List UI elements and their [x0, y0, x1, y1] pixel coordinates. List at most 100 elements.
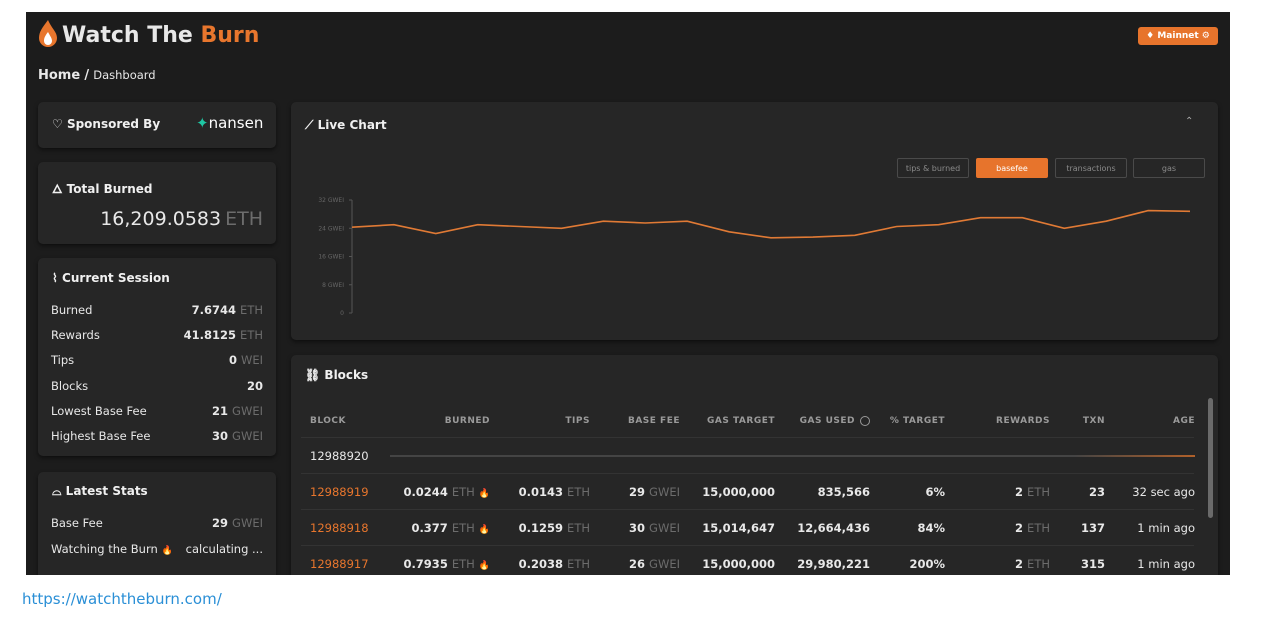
row-separator	[301, 545, 1194, 546]
live-chart-title: ⟋ Live Chart	[305, 118, 387, 132]
breadcrumb-current: Dashboard	[93, 68, 156, 82]
cell-value: 15,014,647	[702, 521, 775, 535]
table-cell: 2 ETH	[945, 484, 1050, 500]
stat-unit: WEI	[240, 353, 263, 368]
column-header: GAS TARGET	[707, 416, 775, 426]
total-burned-title-text: Total Burned	[66, 182, 153, 196]
chart-tab[interactable]: transactions	[1055, 158, 1127, 178]
brand: Watch The Burn	[62, 23, 259, 48]
stat-number: 29	[212, 516, 229, 530]
y-tick-label: 32 GWEI	[318, 197, 344, 204]
cell-value: 137	[1080, 521, 1105, 535]
stat-value: 7.6744 ETH	[192, 302, 263, 318]
cell-value: 2	[1015, 557, 1024, 571]
row-separator	[301, 473, 1194, 474]
table-cell: 30 GWEI	[590, 520, 680, 536]
collapse-button[interactable]: ⌃	[1185, 116, 1194, 127]
table-cell: 1 min ago	[1105, 520, 1195, 536]
latest-stats-title-text: Latest Stats	[65, 484, 148, 498]
stat-label: Burned	[51, 303, 93, 317]
cell-value: 29,980,221	[797, 557, 870, 571]
cell-value: 1 min ago	[1137, 557, 1195, 571]
cell-value[interactable]: 12988918	[310, 521, 369, 535]
cell-unit: ETH	[451, 485, 475, 499]
stat-number: 20	[246, 378, 263, 393]
table-cell: 200%	[870, 556, 945, 572]
stat-row: Lowest Base Fee 21 GWEI	[51, 403, 263, 419]
cell-unit: GWEI	[649, 485, 680, 499]
stat-row: Base Fee 29 GWEI	[51, 515, 263, 531]
sponsor-label: ♡ Sponsored By	[52, 117, 161, 131]
column-header: BURNED	[444, 416, 490, 426]
sponsor-logo[interactable]: ✦nansen	[196, 114, 264, 132]
stat-row: Burned 7.6744 ETH	[51, 302, 263, 318]
cell-unit: ETH	[567, 521, 590, 535]
stat-number: 7.6744	[191, 303, 237, 317]
cell-unit: ETH	[1027, 485, 1050, 499]
cell-value[interactable]: 12988917	[310, 557, 369, 571]
cell-unit: ETH	[567, 557, 590, 571]
stat-value: 30 GWEI	[212, 428, 263, 444]
cell-value: 835,566	[817, 485, 870, 499]
breadcrumb-separator: /	[84, 68, 90, 83]
stat-number: 41.8125	[183, 328, 237, 343]
table-cell: 29 GWEI	[590, 484, 680, 500]
cell-value: 84%	[917, 521, 945, 535]
cell-value: 0.377	[411, 521, 448, 535]
cell-value: 0.1259	[518, 521, 564, 535]
stat-value: 21 GWEI	[212, 403, 263, 419]
table-cell: 137	[1050, 520, 1105, 536]
table-cell: 835,566	[775, 484, 870, 500]
stat-value: 29 GWEI	[212, 515, 263, 531]
blocks-title-text: Blocks	[324, 368, 369, 382]
table-cell: 29,980,221	[775, 556, 870, 572]
stat-row: Blocks 20	[51, 378, 263, 394]
breadcrumb: Home / Dashboard	[38, 68, 156, 83]
column-header: AGE	[1172, 416, 1195, 426]
y-tick-label: 8 GWEI	[322, 282, 344, 289]
y-tick-label: 24 GWEI	[318, 225, 344, 232]
stat-unit: GWEI	[232, 516, 263, 530]
flame-icon: 🔥	[478, 489, 490, 499]
column-header: % TARGET	[889, 416, 945, 426]
source-link[interactable]: https://watchtheburn.com/	[22, 590, 222, 608]
total-burned-card: 🜂 Total Burned 16,209.0583 ETH	[38, 162, 276, 244]
scrollbar[interactable]	[1208, 398, 1213, 518]
info-icon	[860, 415, 870, 426]
table-cell: 1 min ago	[1105, 556, 1195, 572]
column-header: BASE FEE	[627, 416, 680, 426]
breadcrumb-home[interactable]: Home	[38, 68, 81, 83]
pending-progress	[390, 455, 1195, 457]
network-button[interactable]: ♦ Mainnet ⚙	[1138, 27, 1218, 45]
row-separator	[301, 437, 1194, 438]
network-label: Mainnet	[1157, 31, 1199, 41]
cell-value[interactable]: 12988919	[310, 485, 369, 499]
stat-label: Base Fee	[51, 516, 103, 530]
chart-tab[interactable]: gas	[1133, 158, 1205, 178]
cell-value: 2	[1015, 485, 1024, 499]
cell-value: 15,000,000	[702, 485, 775, 499]
column-header: TXN	[1082, 416, 1105, 426]
stat-unit: GWEI	[232, 403, 263, 418]
chart-tab[interactable]: tips & burned	[897, 158, 969, 178]
chart-tab[interactable]: basefee	[976, 158, 1048, 178]
table-cell: 0.7935 ETH 🔥	[390, 556, 490, 572]
live-chart-card: ⟋ Live Chart ⌃ 0 8 GWEI 16 GWEI 24 GWEI 32 G…	[291, 102, 1218, 340]
cell-value: 0.2038	[518, 557, 564, 571]
pending-block: 12988920	[310, 449, 369, 463]
table-cell: 0.1259 ETH	[490, 520, 590, 536]
cell-value: 0.0143	[518, 485, 564, 499]
sponsor-name: nansen	[208, 114, 264, 132]
cell-unit: ETH	[451, 557, 475, 571]
live-chart-title-text: Live Chart	[317, 118, 387, 132]
cell-value: 0.0244	[403, 485, 448, 499]
stat-value: calculating ...	[186, 541, 263, 557]
cell-value: 200%	[909, 557, 945, 571]
current-session-title: ⌇ Current Session	[52, 271, 170, 285]
stat-label: Rewards	[51, 328, 100, 343]
stat-number: 21	[212, 403, 229, 418]
cell-unit: GWEI	[649, 557, 680, 571]
stat-row: Rewards 41.8125 ETH	[51, 327, 263, 343]
table-cell: 0.0143 ETH	[490, 484, 590, 500]
